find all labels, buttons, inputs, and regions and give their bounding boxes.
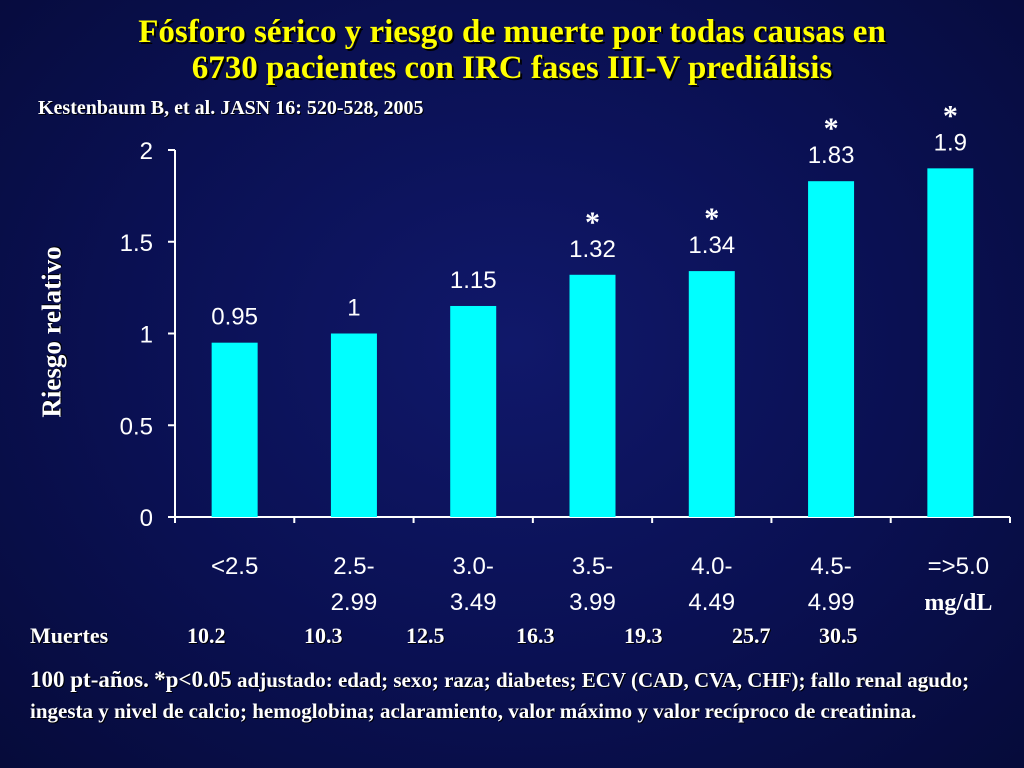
footnote-pvalue: *p<0.05	[154, 667, 232, 692]
data-label: 0.95	[211, 304, 258, 331]
y-tick-label: 0.5	[120, 413, 153, 440]
deaths-row: Muertes 10.2 10.3 12.5 16.3 19.3 25.7 30…	[30, 623, 930, 653]
bar	[450, 305, 497, 517]
deaths-value-1: 10.2	[187, 623, 226, 648]
y-tick-label: 1.5	[120, 230, 153, 257]
data-label: 1.34	[688, 232, 735, 259]
title-line-1: Fósforo sérico y riesgo de muerte por to…	[138, 14, 886, 50]
data-label: 1	[347, 295, 360, 322]
deaths-value-7: 30.5	[819, 623, 858, 648]
deaths-value-2: 10.3	[304, 623, 343, 648]
data-label: 1.15	[450, 267, 497, 294]
data-label: 1.83	[808, 142, 855, 169]
citation: Kestenbaum B, et al. JASN 16: 520-528, 2…	[38, 97, 424, 119]
significance-marker: *	[824, 112, 839, 145]
y-tick-label: 2	[140, 138, 153, 165]
x-tick-label: 3.49	[450, 589, 497, 616]
bar	[808, 181, 855, 517]
y-tick-label: 0	[140, 505, 153, 532]
x-tick-label: mg/dL	[924, 590, 992, 616]
title-line-2: 6730 pacientes con IRC fases III-V predi…	[191, 50, 833, 86]
x-tick-label: 4.49	[688, 589, 735, 616]
slide-title: Fósforo sérico y riesgo de muerte por to…	[0, 14, 1024, 86]
deaths-value-3: 12.5	[406, 623, 445, 648]
bar	[211, 342, 258, 517]
x-tick-label: 2.5-	[333, 553, 374, 580]
significance-marker: *	[704, 202, 719, 235]
y-tick-label: 1	[140, 322, 153, 349]
x-tick-label: 4.5-	[810, 553, 851, 580]
deaths-value-6: 25.7	[732, 623, 771, 648]
bar	[569, 274, 616, 517]
x-tick-label: <2.5	[211, 553, 258, 580]
bar-chart: 0 0.5 1 1.5 2 0.95 <2.5 1 2.5- 2.99 1.15 3.0- 3.49 1.…	[120, 99, 992, 616]
data-label: 1.32	[569, 236, 616, 263]
x-tick-label: =>5.0	[928, 553, 989, 580]
significance-marker: *	[585, 206, 600, 239]
bar	[330, 333, 377, 517]
deaths-value-5: 19.3	[624, 623, 663, 648]
deaths-label: Muertes	[30, 623, 109, 648]
x-tick-label: 2.99	[331, 589, 378, 616]
x-tick-label: 3.0-	[453, 553, 494, 580]
x-tick-label: 3.5-	[572, 553, 613, 580]
footnote-units: 100 pt-años.	[30, 667, 149, 692]
footnote-text: adjustado: edad; sexo; raza; diabetes; E…	[30, 668, 970, 723]
footnote: 100 pt-años. *p<0.05 adjustado: edad; se…	[30, 664, 1005, 727]
x-tick-label: 3.99	[569, 589, 616, 616]
deaths-value-4: 16.3	[516, 623, 555, 648]
data-label: 1.9	[934, 129, 967, 156]
x-tick-label: 4.0-	[691, 553, 732, 580]
bar	[688, 271, 735, 517]
significance-marker: *	[943, 99, 958, 132]
bar	[927, 168, 974, 517]
x-tick-label: 4.99	[808, 589, 855, 616]
